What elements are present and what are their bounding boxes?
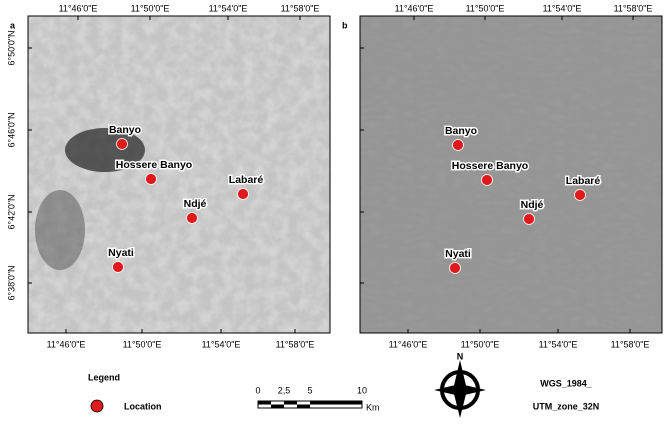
top-lon-label: 11°58'0"E [614,3,653,13]
bottom-lon-label: 11°50'0"E [123,339,162,349]
top-lon-label: 11°58'0"E [281,3,320,13]
bottom-lon-label: 11°54'0"E [539,339,578,349]
location-label: Ndjé [521,199,544,211]
location-marker [113,262,124,273]
legend-marker [91,400,103,412]
scale-label: 10 [357,385,367,395]
north-arrow: N [434,351,486,418]
lat-label: 6°38'0"N [6,265,16,300]
location-marker [117,139,128,150]
scale-label: 2,5 [278,385,291,395]
bottom-lon-label: 11°50'0"E [461,339,500,349]
location-label: Banyo [445,125,477,137]
location-marker [575,190,586,201]
scale-label: 5 [307,385,312,395]
top-lon-label: 11°50'0"E [131,3,170,13]
location-marker [453,140,464,151]
projection-text: UTM_zone_32N [533,401,600,411]
panel-label: b [342,20,348,30]
scale-bar [258,401,362,408]
north-label: N [457,351,464,361]
location-label: Labaré [566,175,601,187]
top-lon-label: 11°54'0"E [543,3,582,13]
location-label: Banyo [109,124,141,136]
legend-item: Location [124,401,162,411]
scale-unit: Km [366,402,380,412]
location-label: Nyati [445,248,471,260]
location-label: Hossere Banyo [116,159,192,171]
bottom-lon-label: 11°58'0"E [611,339,650,349]
top-lon-label: 11°54'0"E [209,3,248,13]
bottom-lon-label: 11°58'0"E [276,339,315,349]
location-label: Hossere Banyo [452,160,528,172]
bottom-lon-label: 11°54'0"E [202,339,241,349]
location-marker [146,174,157,185]
top-lon-label: 11°46'0"E [59,3,98,13]
top-lon-label: 11°46'0"E [395,3,434,13]
location-marker [187,213,198,224]
figure: N a 11°46'0"E 11°50'0"E 11°54'0"E 11°58'0"E 1… [0,0,665,424]
location-marker [238,189,249,200]
scale-label: 0 [255,385,260,395]
bottom-lon-label: 11°46'0"E [389,339,428,349]
location-label: Nyati [108,247,134,259]
panel-a-map [28,16,330,333]
location-label: Labaré [229,174,264,186]
lat-label: 6°46'0"N [6,112,16,147]
legend-title: Legend [88,372,120,382]
projection-text: WGS_1984_ [540,378,593,388]
location-label: Ndjé [184,198,207,210]
location-marker [482,175,493,186]
panel-label: a [10,20,16,30]
location-marker [450,263,461,274]
panel-b-map [360,16,662,333]
location-marker [524,214,535,225]
lat-label: 6°50'0"N [6,30,16,65]
lat-label: 6°42'0"N [6,194,16,229]
top-lon-label: 11°50'0"E [466,3,505,13]
bottom-lon-label: 11°46'0"E [47,339,86,349]
